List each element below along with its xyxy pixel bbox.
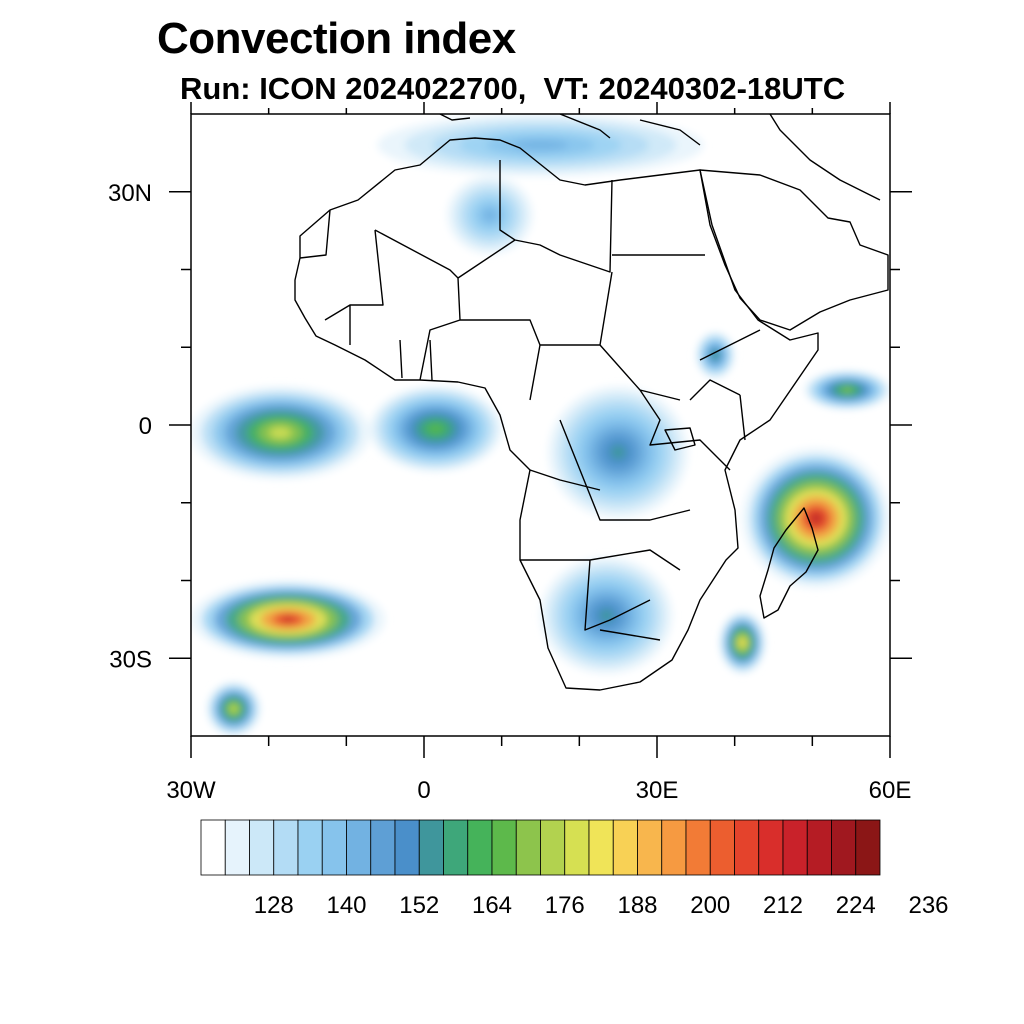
x-tick-label: 30W (166, 777, 216, 804)
colorbar-swatch (418, 819, 444, 876)
chart-title: Convection index (157, 14, 516, 63)
plot-area (191, 114, 890, 736)
colorbar-label: 200 (690, 892, 730, 919)
colorbar-label: 128 (254, 892, 294, 919)
colorbar-swatch (855, 819, 881, 876)
axis-tick-labels: 30W 0 30E 60E 30N 0 30S (108, 180, 911, 804)
colorbar-swatch (564, 819, 590, 876)
madagascar-coastline (759, 507, 819, 619)
country-borders (299, 160, 761, 641)
colorbar-swatch (394, 819, 420, 876)
convection-area-west-equatorial-atlantic (191, 386, 370, 480)
colorbar-swatch (321, 819, 347, 876)
colorbar-label: 176 (545, 892, 585, 919)
convection-contour (810, 512, 822, 524)
colorbar (200, 819, 881, 876)
convection-area-southeast-indian-ocean-cyclone (742, 448, 890, 589)
colorbar-swatch (661, 819, 687, 876)
convection-area-ethiopian-highlands (695, 331, 735, 379)
convection-contour (482, 208, 498, 222)
colorbar-swatch (249, 819, 275, 876)
colorbar-labels: 128 140 152 164 176 188 200 212 224 236 (254, 892, 949, 919)
colorbar-swatch (200, 819, 226, 876)
chart-subtitle: Run: ICON 2024022700, VT: 20240302-18UTC (180, 71, 846, 106)
colorbar-label: 212 (763, 892, 803, 919)
colorbar-swatch (540, 819, 566, 876)
colorbar-swatch (758, 819, 784, 876)
colorbar-swatch (467, 819, 493, 876)
colorbar-swatch (782, 819, 808, 876)
colorbar-label: 152 (399, 892, 439, 919)
convection-area-arabian-sea (804, 370, 890, 410)
arabian-peninsula-coastline (699, 169, 889, 331)
colorbar-label: 236 (908, 892, 948, 919)
x-tick-label: 30E (636, 777, 679, 804)
convection-area-southern-africa (540, 557, 673, 674)
colorbar-swatch (806, 819, 832, 876)
convection-area-madagascar-south (719, 611, 766, 674)
convection-contour (739, 639, 746, 647)
convection-contour (230, 705, 238, 713)
colorbar-swatch (637, 819, 663, 876)
convection-area-mediterranean (377, 114, 704, 177)
colorbar-swatch (273, 819, 299, 876)
convection-contour (843, 387, 851, 394)
colorbar-swatch (685, 819, 711, 876)
y-tick-label: 30S (109, 646, 152, 673)
colorbar-swatch (346, 819, 372, 876)
convection-contour (513, 139, 568, 151)
colorbar-swatch (491, 819, 517, 876)
colorbar-label: 164 (472, 892, 512, 919)
colorbar-swatch (709, 819, 735, 876)
africa-coastline (294, 137, 819, 691)
convection-area-north-africa-interior (447, 176, 533, 254)
colorbar-swatch (612, 819, 638, 876)
colorbar-label: 140 (326, 892, 366, 919)
convection-contour (599, 609, 614, 622)
x-tick-label: 60E (869, 777, 912, 804)
colorbar-label: 188 (617, 892, 657, 919)
colorbar-swatch (297, 819, 323, 876)
convection-area-central-africa (548, 386, 689, 519)
convection-contour (430, 425, 442, 433)
convection-area-southwest-atlantic-system (191, 580, 386, 659)
convection-contour (610, 444, 626, 460)
y-tick-label: 30N (108, 180, 152, 207)
convection-contour (269, 426, 292, 439)
colorbar-swatch (443, 819, 469, 876)
lake-victoria (664, 427, 696, 451)
colorbar-swatch (370, 819, 396, 876)
y-tick-label: 0 (139, 413, 152, 440)
convection-area-guinea-coast-band (369, 386, 502, 472)
convection-fields (191, 114, 890, 736)
x-tick-label: 0 (417, 777, 430, 804)
convection-area-south-atlantic-southwest (206, 681, 261, 736)
convection-contour (284, 616, 292, 623)
coastline-and-borders (294, 114, 889, 691)
colorbar-swatch (224, 819, 250, 876)
colorbar-swatch (734, 819, 760, 876)
axis-ticks (169, 102, 912, 758)
colorbar-swatch (515, 819, 541, 876)
colorbar-swatch (588, 819, 614, 876)
iberia-and-mediterranean (439, 114, 881, 201)
colorbar-swatch (831, 819, 857, 876)
colorbar-label: 224 (836, 892, 876, 919)
